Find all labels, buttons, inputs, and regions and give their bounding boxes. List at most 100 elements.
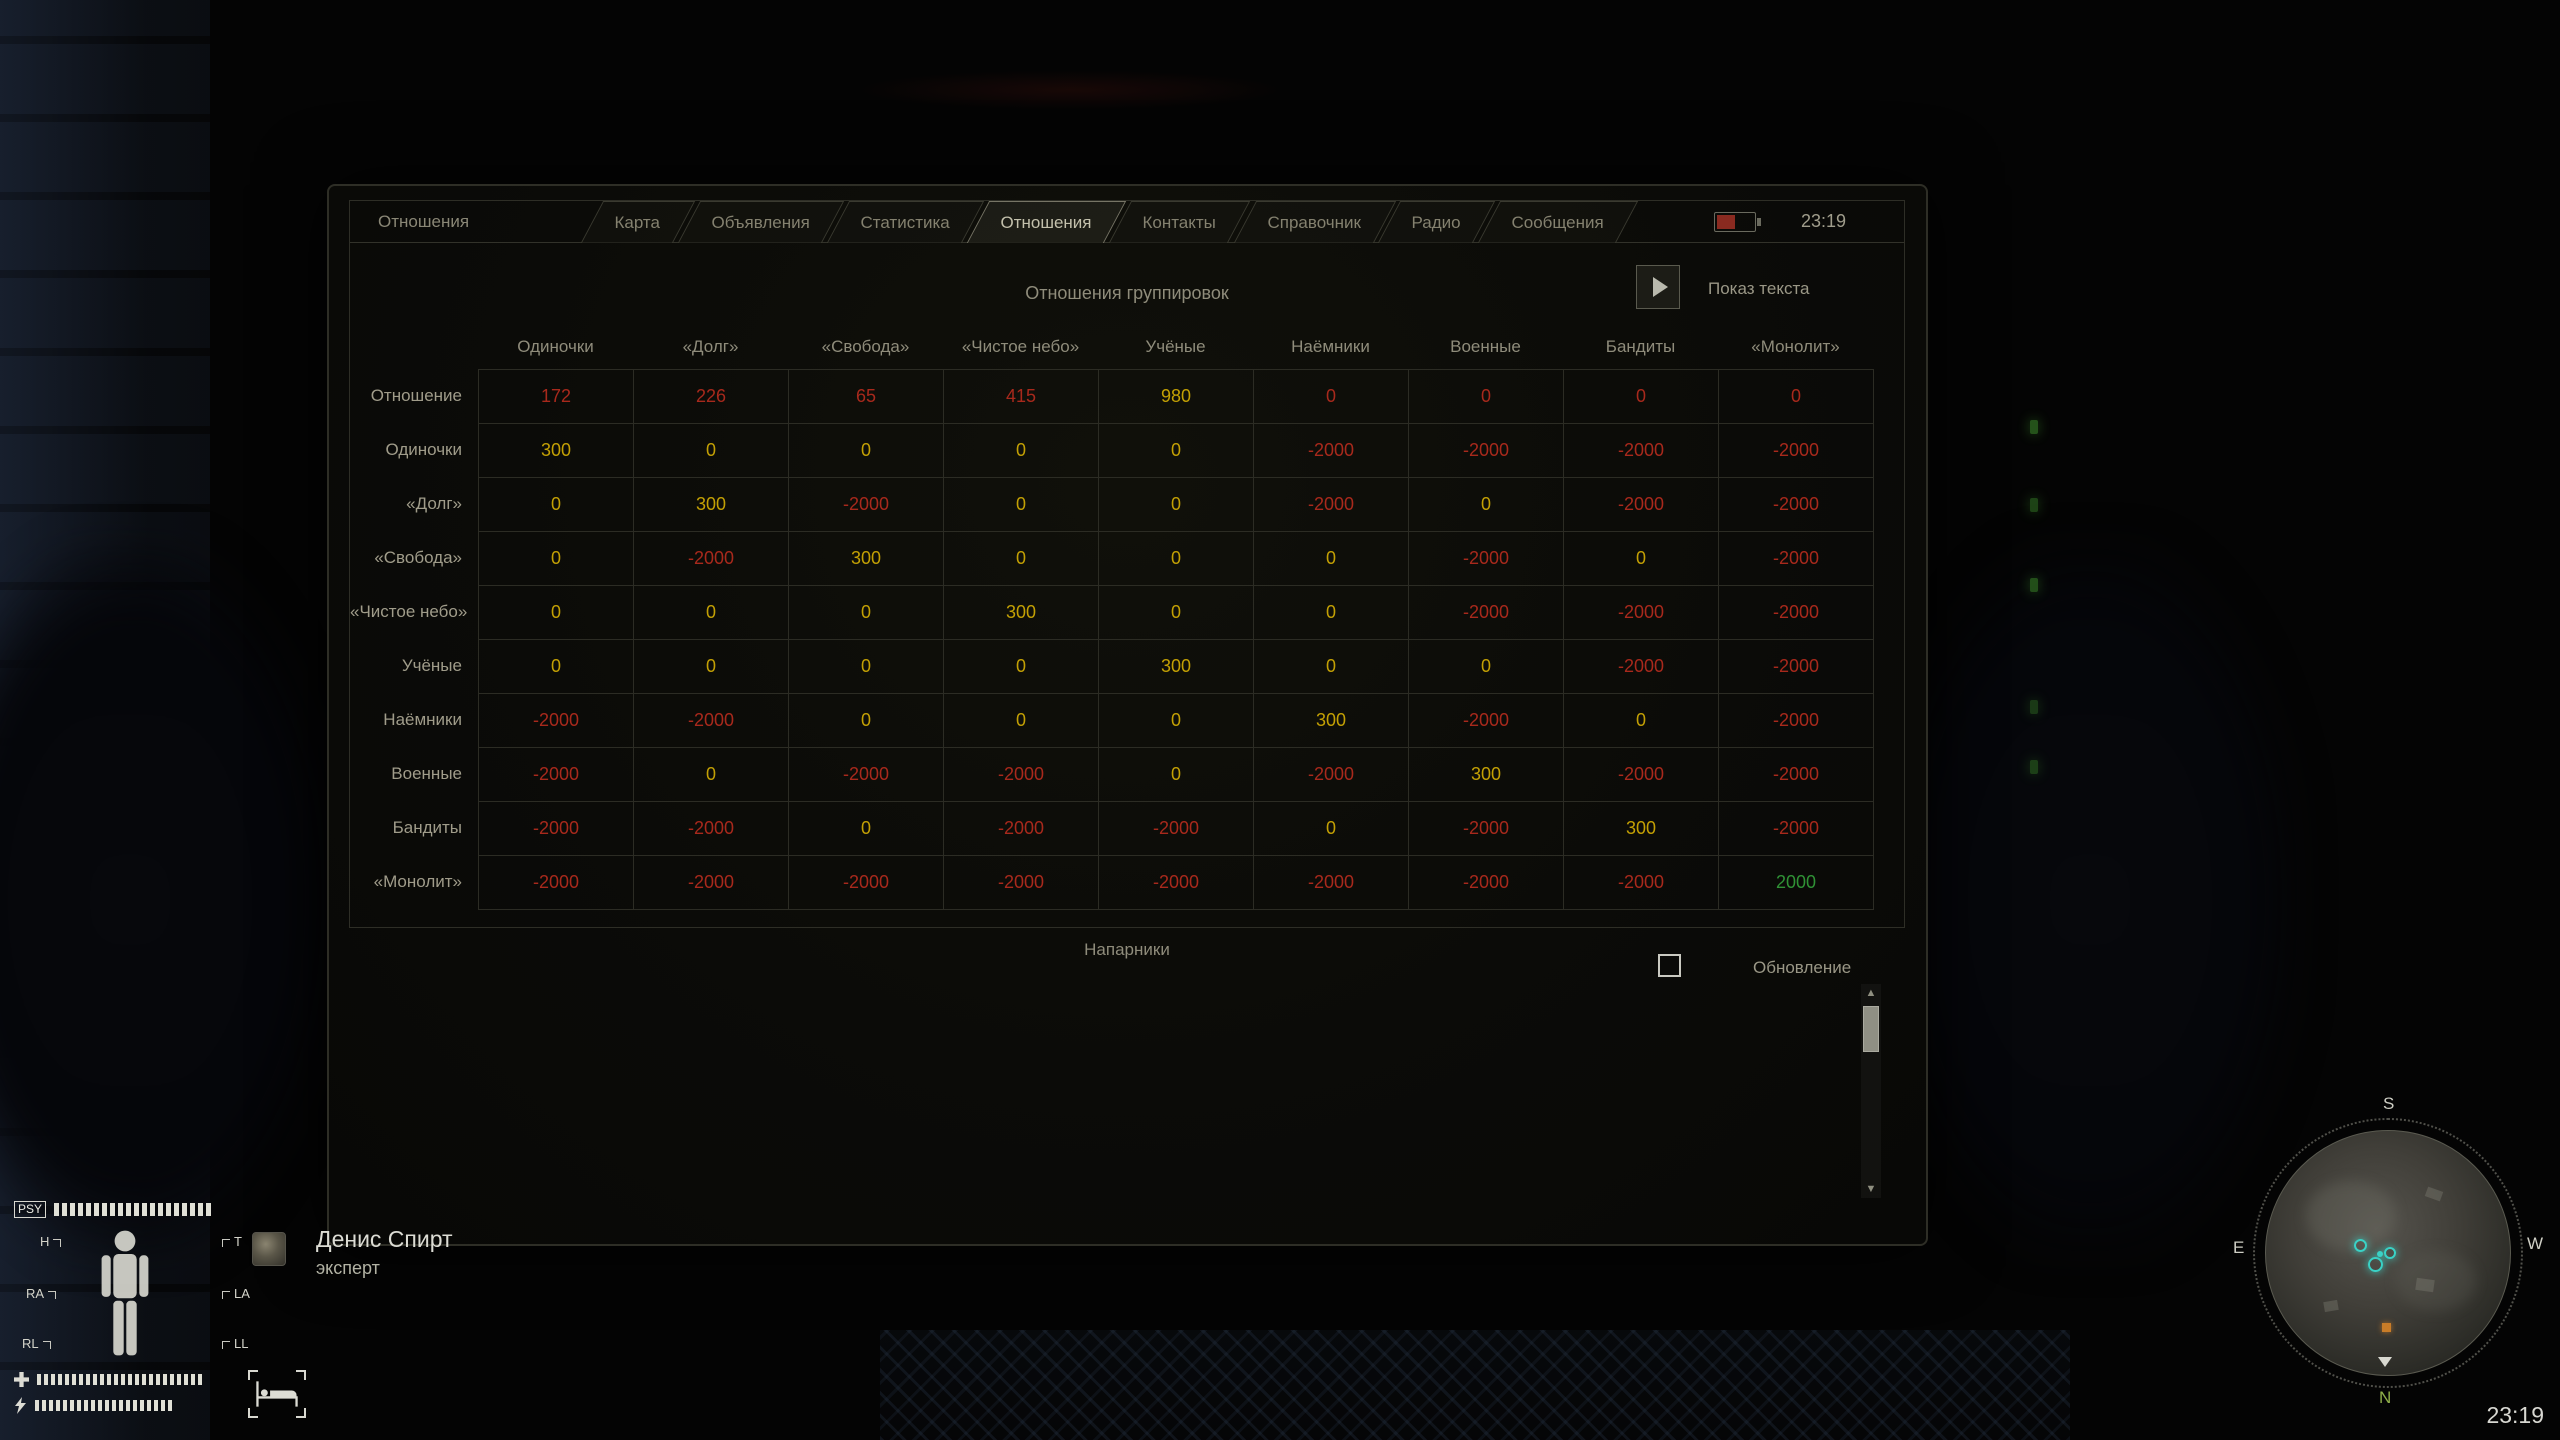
- row-label: Одиночки: [385, 440, 462, 459]
- relation-value: 0: [944, 424, 1099, 478]
- relation-value: 0: [634, 586, 789, 640]
- relation-value: 980: [1099, 370, 1254, 424]
- body-label-head: H: [40, 1234, 61, 1249]
- relation-value: 0: [944, 640, 1099, 694]
- pda-tab[interactable]: Отношения: [966, 201, 1127, 243]
- minimap-contact-marker: [2354, 1239, 2367, 1252]
- relation-value: -2000: [479, 802, 634, 856]
- relation-value: 0: [1409, 478, 1564, 532]
- relation-value: -2000: [1564, 478, 1719, 532]
- device-led: [2030, 498, 2038, 512]
- pda-tab[interactable]: Справочник: [1233, 201, 1396, 243]
- relation-value: -2000: [789, 856, 944, 910]
- companions-checkbox[interactable]: [1658, 954, 1681, 977]
- minimap-contact-marker: [2368, 1257, 2383, 1272]
- row-label: Бандиты: [392, 818, 462, 837]
- row-label: Учёные: [401, 656, 462, 675]
- pda-tab[interactable]: Радио: [1377, 201, 1496, 243]
- relation-value: -2000: [1409, 424, 1564, 478]
- relation-value: 0: [634, 424, 789, 478]
- relation-value: -2000: [1099, 856, 1254, 910]
- column-header: «Чистое небо»: [961, 337, 1080, 356]
- device-led: [2030, 760, 2038, 774]
- row-label: Военные: [391, 764, 462, 783]
- relation-value: -2000: [1564, 856, 1719, 910]
- relation-value: -2000: [1254, 856, 1409, 910]
- relation-value: 0: [1254, 640, 1409, 694]
- pda-tab-label: Отношения: [1000, 212, 1092, 232]
- scroll-up-icon[interactable]: ▲: [1865, 987, 1877, 999]
- relation-value: 300: [634, 478, 789, 532]
- pda-tab[interactable]: Сообщения: [1478, 201, 1639, 243]
- relation-value: 0: [944, 532, 1099, 586]
- relation-value: -2000: [1564, 748, 1719, 802]
- relation-value: -2000: [944, 802, 1099, 856]
- relation-value: -2000: [1719, 532, 1874, 586]
- relation-value: 65: [789, 370, 944, 424]
- character-avatar: [252, 1232, 286, 1266]
- health-bar: [14, 1372, 202, 1387]
- body-label-right-arm: RA: [26, 1286, 56, 1301]
- pda-tab-label: Сообщения: [1511, 212, 1605, 232]
- character-name: Денис Спирт: [316, 1226, 453, 1252]
- relation-value: 0: [1254, 586, 1409, 640]
- relation-value: -2000: [634, 802, 789, 856]
- relation-value: -2000: [479, 856, 634, 910]
- relation-value: 300: [1564, 802, 1719, 856]
- pda-content-frame: Отношения Карта Объявления Статистика Отнош…: [349, 200, 1905, 928]
- pda-tabs: Карта Объявления Статистика Отношения Контак…: [580, 201, 1639, 243]
- update-label: Обновление: [1753, 958, 1852, 977]
- relation-value: 0: [1409, 370, 1564, 424]
- sleep-indicator: [248, 1370, 306, 1418]
- relation-value: 226: [634, 370, 789, 424]
- body-silhouette: [101, 1230, 149, 1356]
- pda-tab-label: Статистика: [860, 212, 950, 232]
- relation-value: 0: [479, 478, 634, 532]
- relation-value: 300: [1254, 694, 1409, 748]
- row-label: «Свобода»: [374, 548, 462, 567]
- relation-value: 0: [789, 424, 944, 478]
- relation-value: 0: [1254, 370, 1409, 424]
- relation-value: -2000: [1409, 694, 1564, 748]
- compass-north: N: [2379, 1388, 2392, 1407]
- pda-tab[interactable]: Объявления: [677, 201, 845, 243]
- companions-scrollbar[interactable]: ▲ ▼: [1861, 984, 1881, 1198]
- relation-value: -2000: [1719, 640, 1874, 694]
- column-header: Наёмники: [1291, 337, 1370, 356]
- device-led: [2030, 578, 2038, 592]
- relation-value: -2000: [1719, 802, 1874, 856]
- pda-device: Отношения Карта Объявления Статистика Отнош…: [327, 184, 1928, 1246]
- scrollbar-thumb[interactable]: [1863, 1006, 1879, 1052]
- relation-value: -2000: [1719, 424, 1874, 478]
- relation-value: 300: [1409, 748, 1564, 802]
- compass-east: E: [2233, 1238, 2245, 1257]
- pda-tab[interactable]: Контакты: [1109, 201, 1251, 243]
- pda-tab[interactable]: Карта: [580, 201, 695, 243]
- relation-value: 0: [789, 586, 944, 640]
- row-label: Отношение: [370, 386, 462, 405]
- pda-header: Отношения Карта Объявления Статистика Отнош…: [350, 201, 1904, 243]
- relation-value: 0: [1564, 532, 1719, 586]
- relation-value: 0: [479, 586, 634, 640]
- relation-value: 415: [944, 370, 1099, 424]
- relation-value: 300: [479, 424, 634, 478]
- relations-row-labels: Отношение Одиночки «Долг» «Свобода» «Чистое …: [350, 369, 478, 910]
- player-marker: [2377, 1251, 2383, 1257]
- companions-title: Напарники: [1084, 940, 1170, 959]
- relation-value: 0: [1409, 640, 1564, 694]
- pda-tab-label: Объявления: [711, 212, 810, 232]
- stamina-bar: [14, 1397, 172, 1414]
- floor-texture: [880, 1330, 2070, 1440]
- column-header: Учёные: [1145, 337, 1206, 356]
- row-label: «Монолит»: [373, 872, 462, 891]
- relations-title: Отношения группировок: [1025, 283, 1229, 303]
- relations-grid: 172 226 65 415 980 0 0 0 0 300 0 0 0 0 -2000 -2000 -2000…: [478, 369, 1874, 910]
- relation-value: -2000: [1409, 532, 1564, 586]
- minimap-circle: [2265, 1130, 2511, 1376]
- scroll-down-icon[interactable]: ▼: [1865, 1183, 1877, 1195]
- pda-tab[interactable]: Статистика: [826, 201, 985, 243]
- play-button[interactable]: [1636, 265, 1680, 309]
- relation-value: -2000: [479, 748, 634, 802]
- column-header: «Монолит»: [1751, 337, 1840, 356]
- psy-bar: PSY: [14, 1201, 212, 1218]
